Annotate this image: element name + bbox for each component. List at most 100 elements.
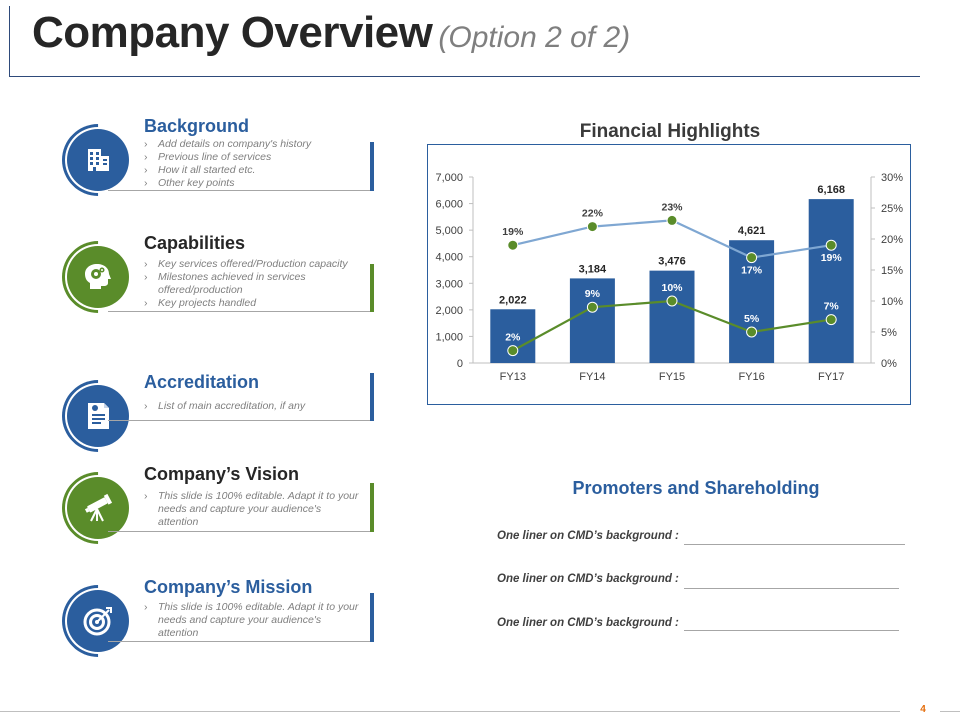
bullet-item: List of main accreditation, if any: [144, 400, 364, 413]
oneliner-field[interactable]: [684, 630, 899, 631]
bar: [649, 270, 695, 363]
line-data-label: 23%: [661, 201, 683, 213]
bar-data-label: 6,168: [817, 184, 845, 196]
bar-data-label: 3,476: [658, 256, 686, 268]
left-axis-tick-label: 3,000: [435, 278, 463, 290]
section-capabilities: Capabilities Key services offered/Produc…: [47, 226, 382, 328]
bar-data-label: 3,184: [579, 263, 607, 275]
bar: [808, 199, 854, 363]
bullet-item: Key services offered/Production capacity: [144, 258, 364, 271]
series-point: [586, 301, 598, 313]
series-point: [507, 345, 519, 357]
section-icon-circle: [67, 590, 129, 652]
x-axis-tick-label: FY15: [659, 371, 685, 383]
right-axis-tick-label: 0%: [881, 358, 897, 370]
page-title: Company Overview (Option 2 of 2): [32, 8, 631, 57]
left-axis-tick-label: 0: [457, 358, 463, 370]
title-frame: [9, 6, 920, 77]
section-bullets: Key services offered/Production capacity…: [144, 258, 364, 310]
line-data-label: 2%: [505, 332, 521, 344]
bullet-item: This slide is 100% editable. Adapt it to…: [144, 490, 364, 529]
chart-frame: [427, 144, 911, 405]
financial-chart: 0 1,000 2,000 3,000 4,000 5,000 6,000 7,000 0% 5%…: [435, 172, 903, 383]
section-title: Company’s Mission: [144, 577, 313, 597]
footer-divider: [940, 711, 960, 712]
series-point: [507, 239, 519, 251]
oneliner-label: One liner on CMD’s background :: [497, 617, 679, 629]
section-accent-bar: [370, 264, 374, 312]
bar-data-label: 4,621: [738, 225, 766, 237]
oneliner-field[interactable]: [684, 588, 899, 589]
left-axis-tick-label: 1,000: [435, 331, 463, 343]
section-bullets: This slide is 100% editable. Adapt it to…: [144, 490, 364, 529]
footer-divider: [0, 711, 900, 712]
bullet-item: How it all started etc.: [144, 164, 364, 177]
section-underline: [108, 311, 373, 312]
section-bullets: This slide is 100% editable. Adapt it to…: [144, 601, 364, 640]
section-title: Capabilities: [144, 233, 246, 253]
series-point: [586, 221, 598, 233]
series-point: [746, 326, 758, 338]
bar: [569, 278, 615, 363]
right-axis-tick-label: 10%: [881, 296, 903, 308]
line-data-label: 19%: [502, 226, 524, 238]
right-axis-tick-label: 25%: [881, 203, 903, 215]
bullet-item: Previous line of services: [144, 151, 364, 164]
series-point: [666, 214, 678, 226]
x-axis-tick-label: FY14: [579, 371, 605, 383]
oneliner-field[interactable]: [684, 544, 905, 545]
bar-data-label: 2,022: [499, 294, 527, 306]
right-axis-tick-label: 30%: [881, 172, 903, 184]
series-point: [825, 239, 837, 251]
left-axis-tick-label: 2,000: [435, 305, 463, 317]
promoters-title: Promoters and Shareholding: [572, 478, 820, 498]
section-accent-bar: [370, 483, 374, 532]
head-gears-icon: [85, 264, 111, 289]
series-point: [825, 314, 837, 326]
bullet-item: Other key points: [144, 177, 364, 190]
left-axis-tick-label: 4,000: [435, 252, 463, 264]
certificate-icon: [88, 403, 109, 429]
section-title: Company’s Vision: [144, 464, 300, 484]
series-point: [746, 252, 758, 264]
page-subtitle: (Option 2 of 2): [438, 21, 631, 54]
line-data-label: 7%: [824, 301, 840, 313]
target-icon: [83, 607, 112, 636]
bullet-item: This slide is 100% editable. Adapt it to…: [144, 601, 364, 640]
section-underline: [108, 641, 373, 642]
line-data-label: 5%: [744, 313, 760, 325]
telescope-icon: [84, 493, 113, 522]
bullet-item: Key projects handled: [144, 297, 364, 310]
section-title: Accreditation: [144, 372, 260, 392]
oneliner-label: One liner on CMD’s background :: [497, 573, 679, 585]
section-mission: Company’s Mission This slide is 100% edi…: [47, 570, 382, 672]
x-axis-tick-label: FY17: [818, 371, 844, 383]
building-icon: [88, 149, 109, 171]
right-axis-tick-label: 5%: [881, 327, 897, 339]
section-bullets: Add details on company's history Previou…: [144, 138, 364, 190]
chart-title: Financial Highlights: [579, 121, 761, 142]
section-underline: [108, 190, 373, 191]
right-axis-tick-label: 20%: [881, 234, 903, 246]
left-axis-tick-label: 5,000: [435, 225, 463, 237]
section-accent-bar: [370, 373, 374, 421]
section-icon-circle: [67, 129, 129, 191]
section-icon-circle: [67, 246, 129, 308]
left-axis-tick-label: 6,000: [435, 199, 463, 211]
section-vision: Company’s Vision This slide is 100% edit…: [47, 457, 382, 559]
section-accent-bar: [370, 593, 374, 642]
bullet-item: Milestones achieved in services offered/…: [144, 271, 364, 297]
right-axis-tick-label: 15%: [881, 265, 903, 277]
x-axis-tick-label: FY16: [738, 371, 764, 383]
oneliner-label: One liner on CMD’s background :: [497, 530, 679, 542]
series-line: [512, 219, 832, 259]
bullet-item: Add details on company's history: [144, 138, 364, 151]
line-data-label: 19%: [821, 252, 843, 264]
section-underline: [108, 420, 373, 421]
series-point: [666, 295, 678, 307]
section-title: Background: [144, 116, 250, 136]
section-icon-circle: [67, 385, 129, 447]
section-background: Background Add details on company's hist…: [47, 109, 382, 211]
section-icon-circle: [67, 477, 129, 539]
line-data-label: 22%: [582, 208, 604, 220]
